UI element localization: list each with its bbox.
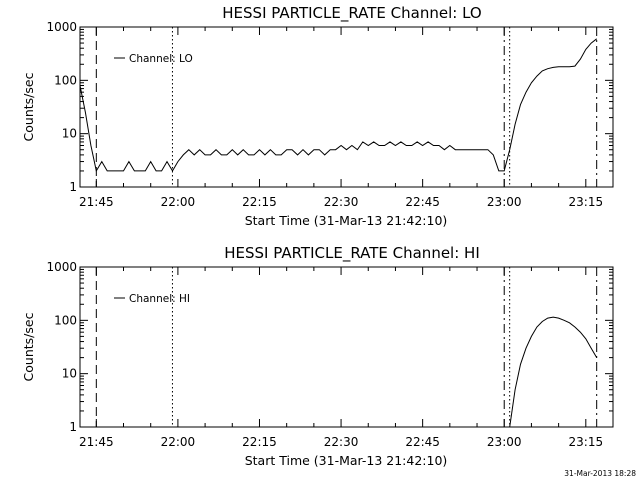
- y-tick-label: 10: [62, 367, 77, 381]
- y-tick-label: 100: [54, 73, 77, 87]
- x-tick-label: 22:15: [242, 435, 277, 449]
- x-tick-label: 23:00: [487, 195, 522, 209]
- y-tick-label: 1: [69, 180, 77, 194]
- y-tick-label: 1: [69, 420, 77, 434]
- plot-frame-hi: [79, 266, 614, 428]
- x-tick-label: 22:45: [405, 435, 440, 449]
- y-tick-label: 1000: [46, 260, 77, 274]
- panel-hi: HESSI PARTICLE_RATE Channel: HI Counts/s…: [21, 244, 614, 468]
- legend-label-lo: Channel: LO: [129, 53, 193, 65]
- x-tick-label: 22:30: [324, 195, 359, 209]
- y-axis-label-hi: Counts/sec: [21, 312, 36, 381]
- x-tick-label: 22:45: [405, 195, 440, 209]
- legend-label-hi: Channel: HI: [129, 293, 190, 305]
- panel-lo: HESSI PARTICLE_RATE Channel: LO Counts/s…: [21, 4, 614, 228]
- x-tick-label: 22:00: [161, 435, 196, 449]
- x-axis-label-hi: Start Time (31-Mar-13 21:42:10): [245, 453, 448, 468]
- y-tick-label: 100: [54, 313, 77, 327]
- timestamp-footer: 31-Mar-2013 18:28: [564, 469, 636, 478]
- y-tick-label: 1000: [46, 20, 77, 34]
- x-axis-label-lo: Start Time (31-Mar-13 21:42:10): [245, 213, 448, 228]
- series-line-lo: [79, 38, 598, 173]
- x-tick-label: 23:15: [569, 195, 604, 209]
- x-tick-label: 22:15: [242, 195, 277, 209]
- x-tick-label: 21:45: [79, 435, 114, 449]
- x-tick-label: 23:00: [487, 435, 522, 449]
- x-tick-label: 22:30: [324, 435, 359, 449]
- plot-frame-lo: [79, 26, 614, 188]
- x-tick-label: 21:45: [79, 195, 114, 209]
- chart-title-hi: HESSI PARTICLE_RATE Channel: HI: [224, 244, 480, 263]
- series-line-hi: [509, 316, 598, 428]
- x-tick-label: 23:15: [569, 435, 604, 449]
- y-axis-label-lo: Counts/sec: [21, 72, 36, 141]
- y-tick-label: 10: [62, 127, 77, 141]
- x-tick-label: 22:00: [161, 195, 196, 209]
- chart-title-lo: HESSI PARTICLE_RATE Channel: LO: [222, 4, 481, 23]
